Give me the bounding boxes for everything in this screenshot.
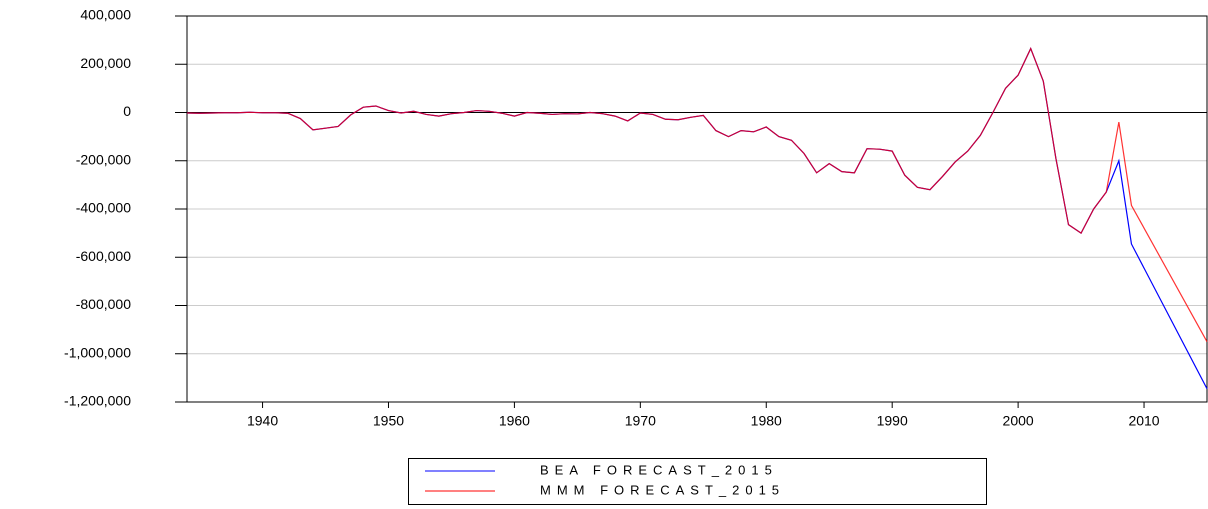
x-tick-label: 1980 xyxy=(751,413,782,429)
y-tick-label: -200,000 xyxy=(76,151,131,167)
y-tick-label: 400,000 xyxy=(80,7,131,23)
x-tick-label: 2010 xyxy=(1128,413,1159,429)
x-tick-label: 1940 xyxy=(247,413,278,429)
legend-label: BEA FORECAST_2015 xyxy=(540,462,778,477)
y-tick-label: -400,000 xyxy=(76,200,131,216)
x-tick-label: 1960 xyxy=(499,413,530,429)
y-tick-label: -1,200,000 xyxy=(64,393,131,409)
plot-frame xyxy=(186,15,1208,403)
x-tick-label: 2000 xyxy=(1003,413,1034,429)
x-tick-label: 1950 xyxy=(373,413,404,429)
series-line xyxy=(186,47,1208,342)
legend-box xyxy=(408,458,987,505)
y-tick-label: 200,000 xyxy=(80,55,131,71)
x-tick-label: 1970 xyxy=(625,413,656,429)
y-tick-label: -800,000 xyxy=(76,296,131,312)
y-tick-label: 0 xyxy=(123,103,131,119)
y-tick-label: -600,000 xyxy=(76,248,131,264)
legend-label: MMM FORECAST_2015 xyxy=(540,482,785,497)
x-tick-label: 1990 xyxy=(877,413,908,429)
y-tick-label: -1,000,000 xyxy=(64,344,131,360)
series-line xyxy=(186,47,1208,390)
